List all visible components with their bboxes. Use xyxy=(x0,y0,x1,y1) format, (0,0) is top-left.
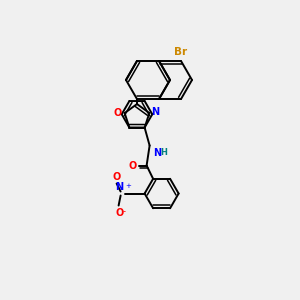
Text: N: N xyxy=(116,182,124,191)
Text: O: O xyxy=(112,172,121,182)
Text: +: + xyxy=(126,182,131,188)
Text: O: O xyxy=(113,108,122,118)
Text: Br: Br xyxy=(174,47,188,57)
Text: -: - xyxy=(123,208,126,217)
Text: O: O xyxy=(116,208,124,218)
Text: H: H xyxy=(160,148,167,157)
Text: O: O xyxy=(128,160,136,170)
Text: N: N xyxy=(154,148,162,158)
Text: N: N xyxy=(152,107,160,117)
